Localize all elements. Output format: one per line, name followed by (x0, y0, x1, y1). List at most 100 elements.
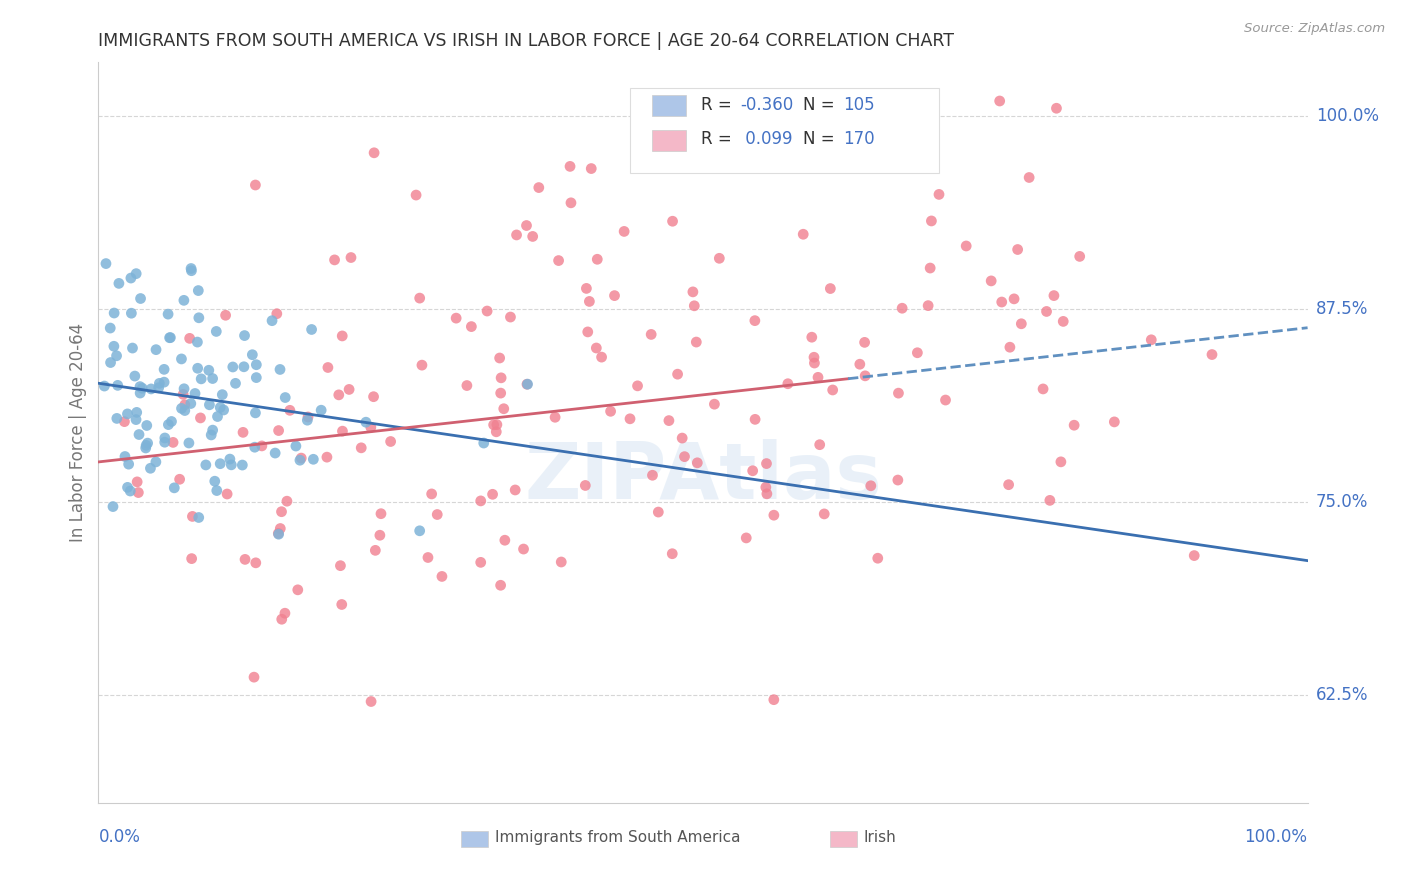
Point (920, 260, 942, 275)
Text: ZIPAtlas: ZIPAtlas (524, 439, 882, 515)
Point (849, 357, 872, 371)
Text: -0.360: -0.360 (741, 95, 794, 113)
Point (1010, 317, 1032, 331)
Point (214, 308, 236, 322)
Point (1063, 418, 1085, 433)
Point (613, 224, 636, 238)
Point (243, 440, 266, 454)
Point (211, 387, 233, 401)
Point (135, 441, 157, 455)
Point (682, 285, 704, 299)
Text: N =: N = (803, 95, 841, 113)
Point (301, 322, 323, 336)
Point (755, 457, 778, 471)
Point (330, 329, 353, 343)
Point (735, 531, 758, 545)
Point (204, 474, 226, 488)
Text: 170: 170 (844, 129, 875, 148)
Point (232, 425, 254, 440)
Point (139, 382, 162, 396)
Point (481, 487, 503, 501)
Point (591, 350, 613, 364)
Point (108, 277, 131, 291)
Point (997, 477, 1019, 491)
Point (472, 436, 495, 450)
Point (332, 424, 354, 438)
Point (243, 670, 266, 684)
Point (117, 407, 139, 421)
Point (316, 360, 339, 375)
Point (173, 382, 195, 396)
Point (187, 510, 209, 524)
Point (131, 381, 153, 395)
Point (1052, 314, 1074, 328)
Point (489, 578, 512, 592)
Point (485, 425, 508, 439)
Point (120, 271, 142, 285)
Point (107, 378, 129, 392)
Point (603, 288, 626, 302)
Point (456, 378, 478, 392)
Point (585, 341, 607, 355)
Point (180, 396, 202, 410)
Point (180, 551, 202, 566)
Point (245, 370, 267, 384)
Point (470, 555, 492, 569)
Text: 87.5%: 87.5% (1316, 301, 1368, 318)
Point (287, 582, 309, 597)
Point (172, 387, 194, 401)
Point (245, 406, 267, 420)
Point (139, 461, 162, 475)
Point (266, 307, 288, 321)
Point (405, 188, 427, 202)
Point (792, 227, 814, 242)
Point (1140, 333, 1163, 347)
Point (803, 351, 825, 365)
Point (180, 261, 202, 276)
Point (148, 381, 170, 395)
Point (148, 376, 170, 391)
Point (153, 375, 176, 389)
Point (640, 327, 662, 342)
Point (485, 417, 508, 432)
Point (762, 508, 785, 523)
Point (905, 345, 928, 359)
Point (1002, 292, 1025, 306)
Point (489, 386, 512, 401)
Point (328, 388, 350, 402)
Point (808, 438, 831, 452)
Point (233, 552, 256, 566)
Point (891, 301, 914, 316)
Text: 0.0%: 0.0% (98, 828, 141, 846)
Point (430, 569, 453, 583)
Point (159, 330, 181, 344)
Point (741, 464, 763, 478)
Point (928, 187, 950, 202)
Point (522, 229, 544, 244)
Point (744, 313, 766, 327)
Point (887, 386, 910, 401)
Point (190, 372, 212, 386)
Point (120, 306, 142, 320)
Point (274, 391, 297, 405)
Point (114, 450, 136, 464)
Point (260, 314, 283, 328)
Point (129, 379, 152, 393)
Point (157, 307, 180, 321)
Point (755, 487, 778, 501)
Point (426, 508, 449, 522)
Text: Immigrants from South America: Immigrants from South America (495, 830, 741, 845)
Point (492, 401, 515, 416)
Point (269, 362, 291, 376)
Point (125, 267, 148, 281)
Point (93, 379, 115, 393)
Point (170, 351, 193, 366)
Point (170, 401, 193, 416)
Point (135, 438, 157, 452)
Point (173, 293, 195, 308)
Text: IMMIGRANTS FROM SOUTH AMERICA VS IRISH IN LABOR FORCE | AGE 20-64 CORRELATION CH: IMMIGRANTS FROM SOUTH AMERICA VS IRISH I… (98, 32, 955, 50)
Point (201, 371, 224, 385)
Point (544, 410, 567, 425)
Point (560, 195, 582, 210)
Point (516, 377, 538, 392)
